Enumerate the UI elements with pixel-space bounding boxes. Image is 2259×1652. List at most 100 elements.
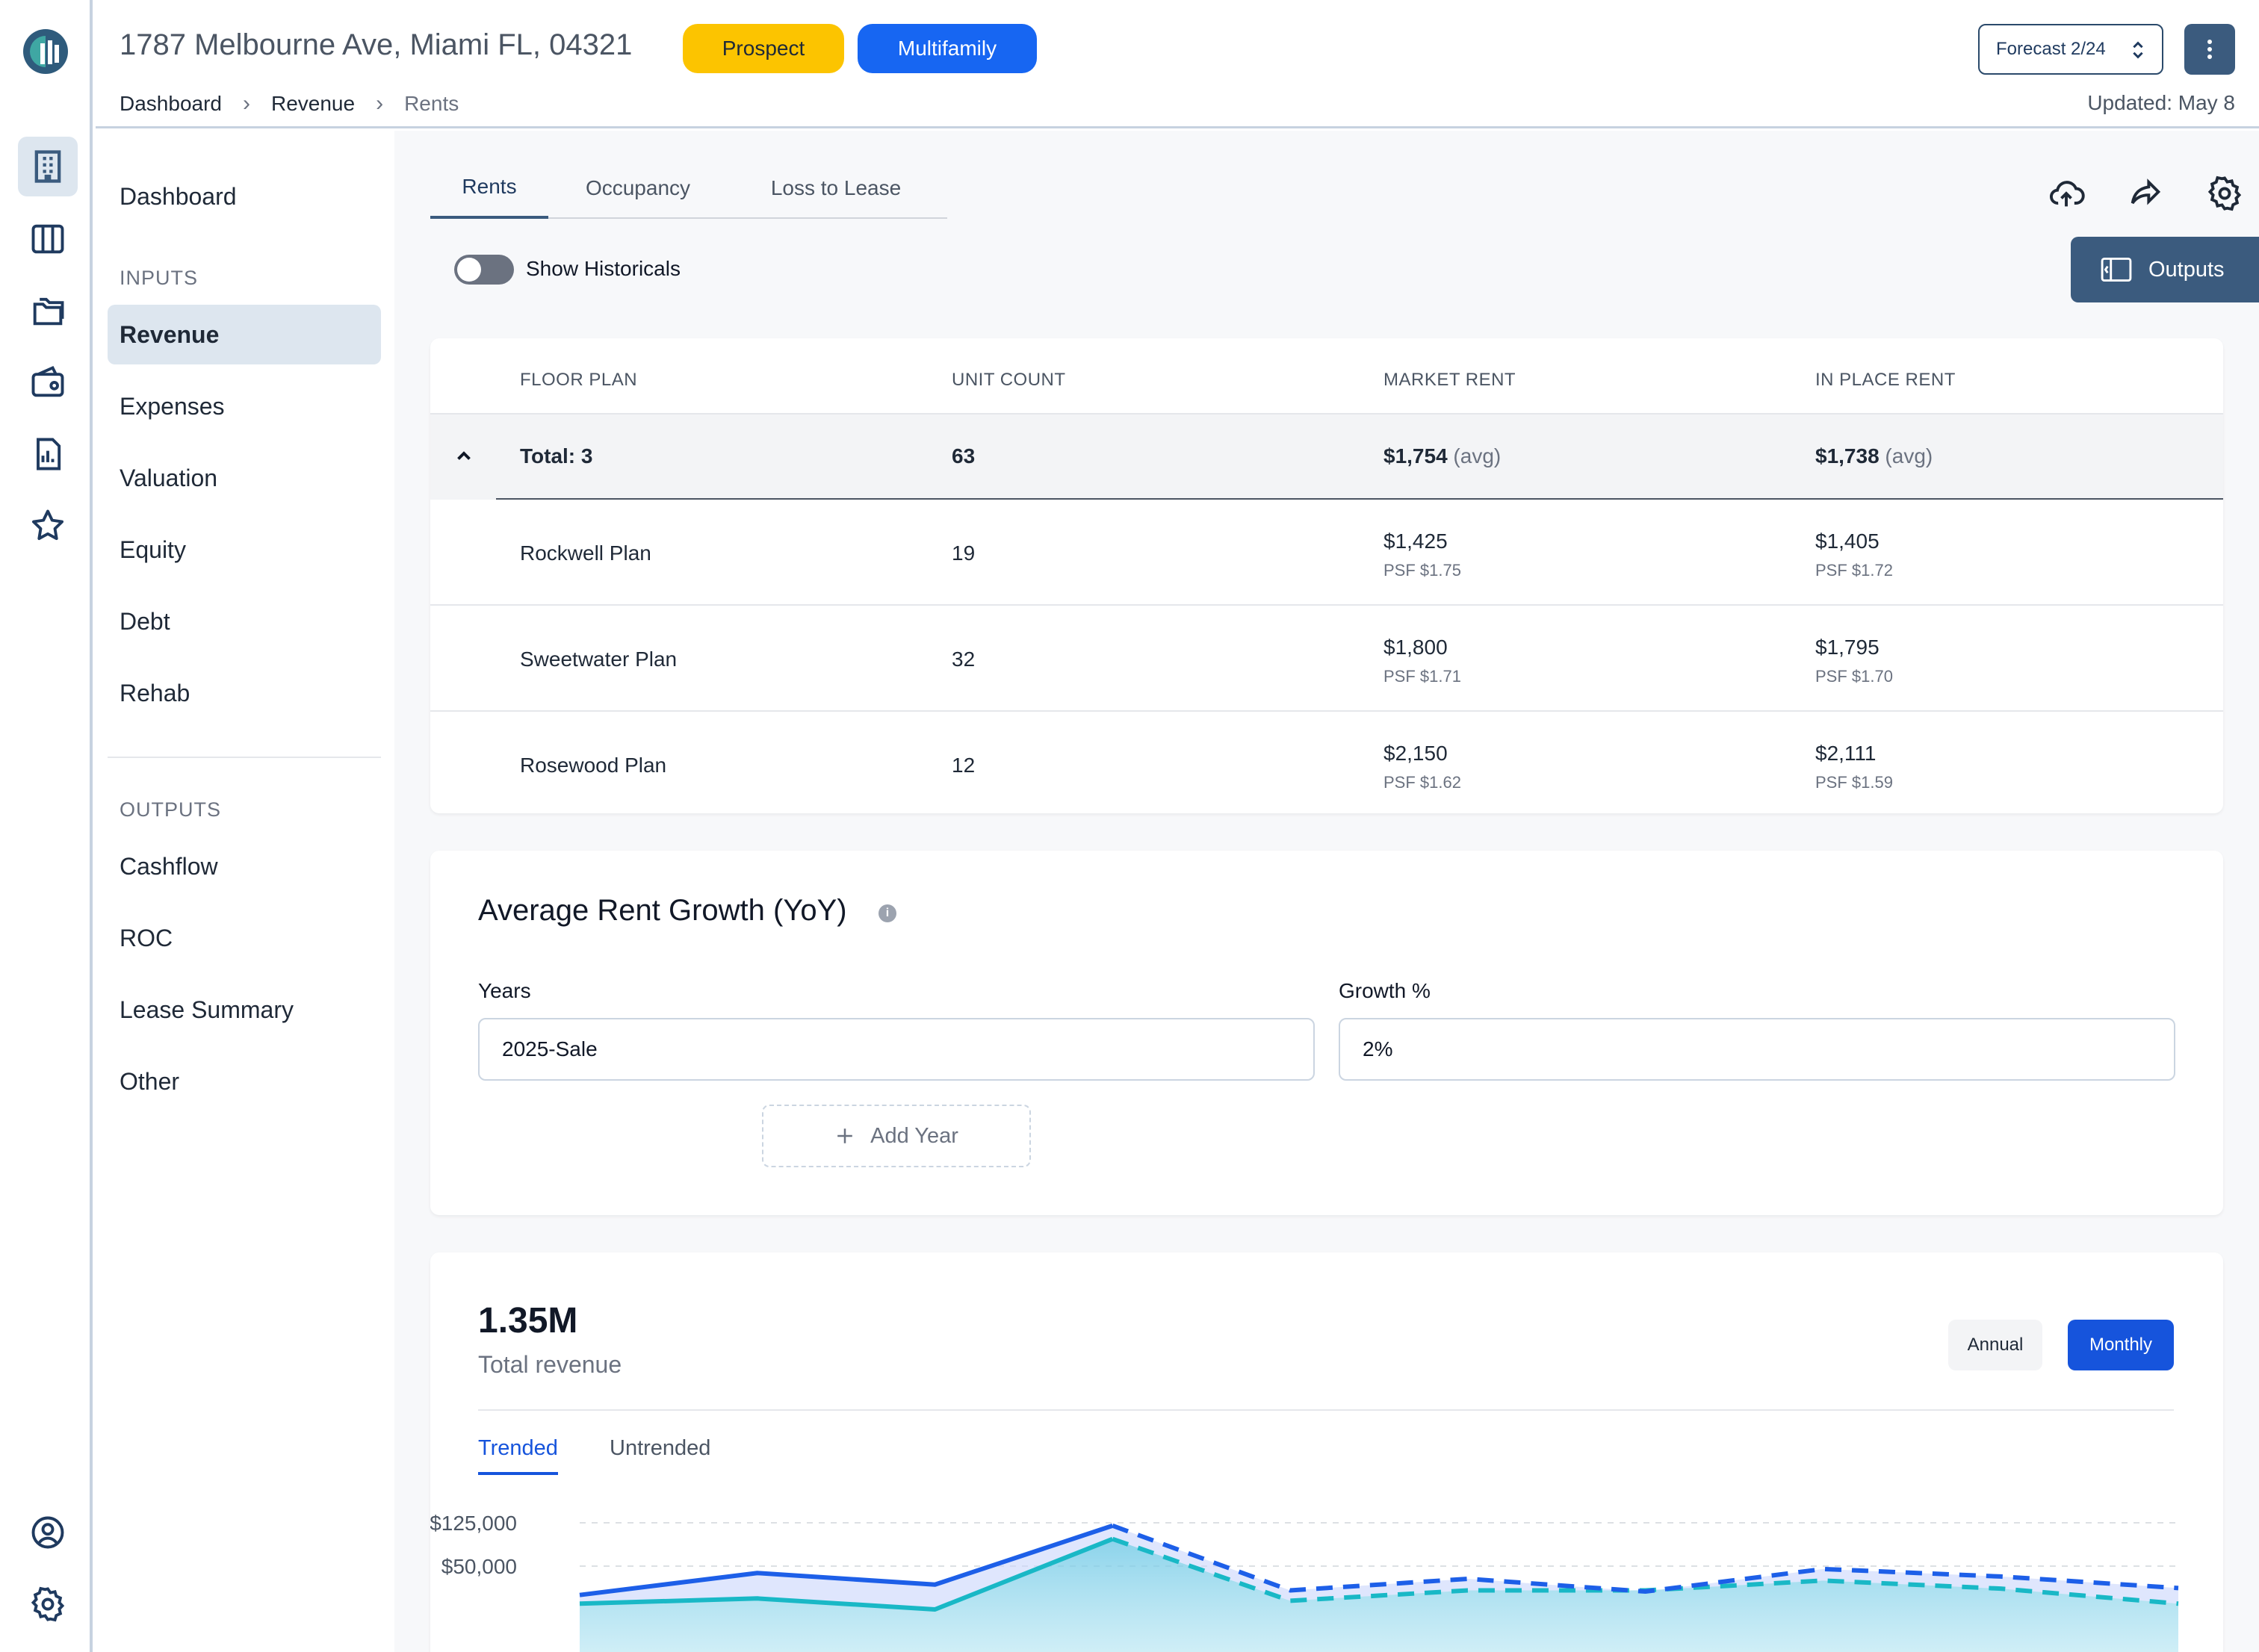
total-market-rent-suffix: (avg) <box>1453 444 1502 468</box>
in-place-rent: $1,405 <box>1815 530 1880 553</box>
breadcrumb-revenue[interactable]: Revenue <box>270 92 356 115</box>
teal-series-line-actual <box>579 1536 1114 1612</box>
tab-loss-to-lease[interactable]: Loss to Lease <box>770 176 902 199</box>
years-input[interactable]: 2025-Sale <box>478 1018 1315 1081</box>
market-rent: $2,150 <box>1383 742 1448 765</box>
wallet-icon[interactable] <box>18 353 78 412</box>
in-place-rent: $2,111 <box>1815 742 1877 765</box>
unit-count: 32 <box>952 648 976 671</box>
type-badge-multifamily[interactable]: Multifamily <box>858 24 1037 73</box>
sidebar-item-cashflow[interactable]: Cashflow <box>120 852 218 880</box>
sidebar-item-roc[interactable]: ROC <box>120 924 173 951</box>
add-year-button[interactable]: Add Year <box>762 1105 1031 1167</box>
icon-rail <box>0 0 93 1652</box>
gear-icon[interactable] <box>18 1574 78 1634</box>
sidebar-item-equity[interactable]: Equity <box>120 535 186 563</box>
more-menu-button[interactable] <box>2184 24 2235 75</box>
sidebar-item-revenue[interactable]: Revenue <box>108 305 381 364</box>
show-historicals-toggle[interactable] <box>454 255 514 285</box>
monthly-button[interactable]: Monthly <box>2068 1320 2174 1370</box>
total-label: Total: 3 <box>520 444 593 468</box>
sidebar-item-valuation[interactable]: Valuation <box>120 464 218 491</box>
in-place-rent-psf: PSF $1.72 <box>1815 561 1893 580</box>
sidebar-item-rehab[interactable]: Rehab <box>120 679 190 707</box>
total-row: Total: 3 63 $1,754 (avg) $1,738 (avg) <box>430 413 2223 500</box>
y-tick-label: $125,000 <box>430 1512 517 1535</box>
total-in-place-rent-suffix: (avg) <box>1885 444 1933 468</box>
total-market-rent: $1,754 (avg) <box>1383 444 1501 468</box>
sidebar-heading-inputs: INPUTS <box>120 267 199 289</box>
table-row[interactable]: Rosewood Plan 12 $2,150 PSF $1.62 $2,111… <box>430 712 2223 818</box>
growth-label: Growth % <box>1339 979 1431 1002</box>
plus-icon <box>837 1128 852 1143</box>
column-header-in-place-rent[interactable]: IN PLACE RENT <box>1815 370 1956 390</box>
sidebar-heading-outputs: OUTPUTS <box>120 798 222 821</box>
market-rent-psf: PSF $1.62 <box>1383 773 1461 792</box>
cloud-upload-icon[interactable] <box>2047 174 2086 213</box>
blue-series-line-actual <box>579 1524 1114 1597</box>
annual-button[interactable]: Annual <box>1948 1320 2042 1370</box>
panel-icon <box>2101 258 2132 282</box>
column-header-floor-plan[interactable]: FLOOR PLAN <box>520 370 638 390</box>
add-year-label: Add Year <box>870 1123 958 1148</box>
breadcrumb: Dashboard › Revenue › Rents <box>120 91 459 117</box>
share-icon[interactable] <box>2126 174 2165 213</box>
total-revenue-value: 1.35M <box>478 1301 578 1341</box>
main-content: Rents Occupancy Loss to Lease Show Histo… <box>394 131 2259 1652</box>
logo-icon[interactable] <box>21 27 70 76</box>
sidebar-item-expenses[interactable]: Expenses <box>120 392 225 420</box>
chevron-up-icon[interactable] <box>453 444 475 467</box>
table-row[interactable]: Rockwell Plan 19 $1,425 PSF $1.75 $1,405… <box>430 500 2223 606</box>
forecast-select[interactable]: Forecast 2/24 <box>1978 24 2163 75</box>
status-badge-prospect[interactable]: Prospect <box>683 24 844 73</box>
revenue-chart: $125,000 $50,000 <box>430 1512 2179 1652</box>
chevron-right-icon: › <box>376 91 384 116</box>
outputs-button[interactable]: Outputs <box>2071 237 2259 302</box>
folders-icon[interactable] <box>18 281 78 341</box>
toggle-knob <box>457 258 481 282</box>
breadcrumb-dashboard[interactable]: Dashboard <box>120 92 222 115</box>
column-header-market-rent[interactable]: MARKET RENT <box>1383 370 1516 390</box>
sidebar-divider <box>108 757 381 758</box>
columns-icon[interactable] <box>18 209 78 269</box>
sidebar-item-dashboard[interactable]: Dashboard <box>120 182 237 210</box>
rent-tabs: Rents Occupancy Loss to Lease <box>430 158 947 219</box>
settings-icon[interactable] <box>2205 174 2244 213</box>
tab-trended[interactable]: Trended <box>478 1436 558 1475</box>
in-place-rent-psf: PSF $1.70 <box>1815 667 1893 686</box>
report-icon[interactable] <box>18 424 78 484</box>
building-icon[interactable] <box>18 137 78 196</box>
tab-occupancy[interactable]: Occupancy <box>585 176 691 199</box>
market-rent: $1,800 <box>1383 636 1448 659</box>
rent-table: FLOOR PLAN UNIT COUNT MARKET RENT IN PLA… <box>430 338 2223 813</box>
sidebar-item-lease-summary[interactable]: Lease Summary <box>120 996 294 1023</box>
star-icon[interactable] <box>18 496 78 556</box>
unit-count: 19 <box>952 541 976 565</box>
kebab-icon <box>2207 40 2212 59</box>
show-historicals-label: Show Historicals <box>526 257 681 280</box>
user-circle-icon[interactable] <box>18 1503 78 1562</box>
property-address: 1787 Melbourne Ave, Miami FL, 04321 <box>120 28 633 61</box>
breadcrumb-rents: Rents <box>404 92 459 115</box>
sidebar-item-other[interactable]: Other <box>120 1067 180 1095</box>
column-header-unit-count[interactable]: UNIT COUNT <box>952 370 1066 390</box>
rent-growth-card: Average Rent Growth (YoY) i Years 2025-S… <box>430 851 2223 1215</box>
chevron-up-down-icon <box>2133 41 2143 59</box>
sidebar-item-debt[interactable]: Debt <box>120 607 170 635</box>
total-units: 63 <box>952 444 976 468</box>
chevron-right-icon: › <box>242 91 250 116</box>
total-revenue-card: 1.35M Total revenue Annual Monthly Trend… <box>430 1252 2223 1652</box>
tab-rents[interactable]: Rents <box>430 158 548 219</box>
table-row[interactable]: Sweetwater Plan 32 $1,800 PSF $1.71 $1,7… <box>430 606 2223 712</box>
series-band-area <box>580 1525 2178 1609</box>
total-in-place-rent: $1,738 (avg) <box>1815 444 1933 468</box>
page-header: 1787 Melbourne Ave, Miami FL, 04321 Pros… <box>96 0 2259 128</box>
series-area <box>580 1538 2178 1652</box>
info-icon[interactable]: i <box>878 904 896 922</box>
total-revenue-label: Total revenue <box>478 1351 622 1378</box>
sidebar-nav: Dashboard INPUTS Revenue Expenses Valuat… <box>96 131 394 1652</box>
in-place-rent-psf: PSF $1.59 <box>1815 773 1893 792</box>
total-market-rent-value: $1,754 <box>1383 444 1448 468</box>
tab-untrended[interactable]: Untrended <box>610 1436 711 1460</box>
growth-input[interactable]: 2% <box>1339 1018 2175 1081</box>
